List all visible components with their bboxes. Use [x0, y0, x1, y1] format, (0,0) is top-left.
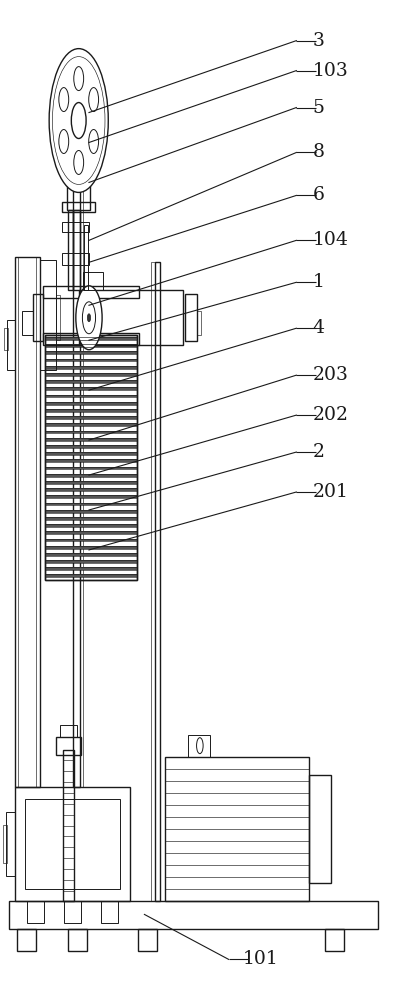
Bar [187, 735, 210, 757]
Bar [73, 210, 80, 290]
Bar [9, 901, 379, 929]
Circle shape [52, 57, 105, 184]
Bar [43, 333, 140, 345]
Text: 101: 101 [243, 950, 279, 968]
Bar [3, 825, 7, 863]
Bar [64, 901, 81, 923]
Text: 203: 203 [313, 366, 349, 384]
Text: 104: 104 [313, 231, 349, 249]
Circle shape [74, 67, 84, 91]
Circle shape [89, 88, 98, 112]
Circle shape [89, 130, 98, 153]
Circle shape [59, 88, 69, 112]
Bar [15, 257, 40, 787]
Bar [33, 294, 43, 341]
Bar [68, 210, 73, 290]
Bar [67, 165, 90, 210]
Bar [17, 929, 35, 951]
Circle shape [74, 150, 84, 174]
Text: 6: 6 [313, 186, 325, 204]
Bar [68, 929, 87, 951]
Bar [43, 286, 140, 298]
Bar [154, 262, 160, 901]
Bar [165, 757, 309, 901]
Bar [62, 253, 89, 265]
Bar [185, 294, 197, 341]
Bar [4, 328, 8, 350]
Bar [101, 901, 118, 923]
Text: 202: 202 [313, 406, 349, 424]
Bar [23, 311, 33, 335]
Bar [197, 311, 201, 335]
Circle shape [87, 314, 91, 322]
Bar [27, 901, 44, 923]
Text: 5: 5 [313, 99, 325, 117]
Text: 1: 1 [313, 273, 325, 291]
Text: 201: 201 [313, 483, 349, 501]
Bar [150, 262, 154, 901]
Bar [19, 257, 36, 787]
Text: 4: 4 [313, 319, 325, 337]
Bar [25, 799, 120, 889]
Bar [40, 260, 56, 370]
Bar [80, 138, 83, 787]
Bar [62, 202, 95, 212]
Bar [6, 812, 15, 876]
Bar [63, 750, 74, 901]
Text: 3: 3 [313, 32, 325, 50]
Text: 8: 8 [313, 143, 325, 161]
Text: 103: 103 [313, 62, 349, 80]
Bar [56, 295, 60, 340]
Bar [56, 737, 81, 755]
Bar [325, 929, 344, 951]
Bar [83, 272, 103, 290]
Bar [84, 225, 88, 290]
Bar [309, 775, 331, 883]
Circle shape [59, 130, 69, 153]
Circle shape [82, 302, 96, 334]
Bar [45, 335, 138, 580]
Bar [71, 129, 86, 156]
Bar [7, 320, 15, 370]
Text: 2: 2 [313, 443, 325, 461]
Circle shape [76, 286, 102, 350]
Bar [45, 335, 138, 580]
Bar [73, 138, 80, 787]
Bar [15, 787, 130, 901]
Bar [62, 156, 95, 168]
Circle shape [197, 738, 203, 754]
Bar [62, 222, 89, 232]
Circle shape [49, 49, 108, 192]
Bar [60, 725, 77, 737]
Bar [79, 290, 183, 345]
Bar [138, 929, 157, 951]
Circle shape [71, 103, 86, 139]
